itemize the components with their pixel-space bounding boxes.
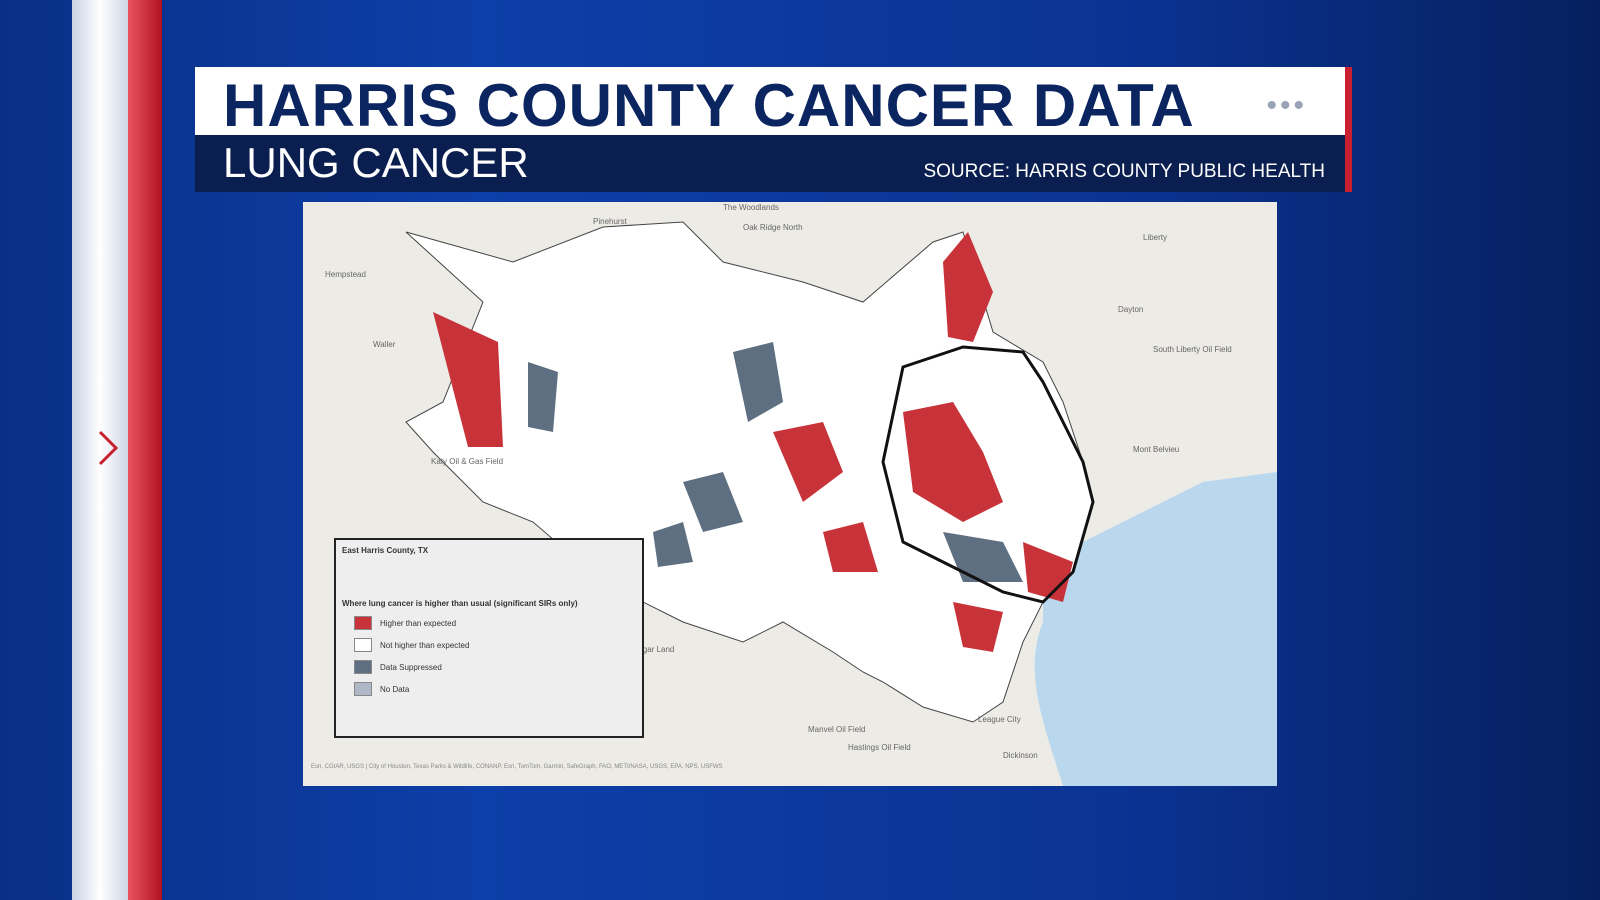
legend-swatch — [354, 660, 372, 674]
place-label: Oak Ridge North — [743, 223, 803, 232]
legend-item: Higher than expected — [354, 616, 642, 630]
subtitle: LUNG CANCER — [223, 139, 529, 186]
legend-swatch — [354, 682, 372, 696]
white-stripe — [72, 0, 128, 900]
legend-items: Higher than expected Not higher than expe… — [336, 616, 642, 696]
place-label: Waller — [373, 340, 396, 349]
chevron — [98, 430, 119, 466]
legend-item: Data Suppressed — [354, 660, 642, 674]
place-label: Dayton — [1118, 305, 1143, 314]
place-label: Liberty — [1143, 233, 1167, 242]
place-label: Hempstead — [325, 270, 366, 279]
attribution: Esri, CGIAR, USGS | City of Houston, Tex… — [311, 764, 723, 770]
legend: East Harris County, TX Where lung cancer… — [334, 538, 644, 738]
map: The Woodlands Oak Ridge North Pinehurst Hem… — [303, 202, 1277, 786]
subtitle-bar: LUNG CANCER SOURCE: HARRIS COUNTY PUBLIC… — [195, 135, 1347, 192]
place-label: South Liberty Oil Field — [1153, 345, 1232, 354]
place-label: The Woodlands — [723, 203, 779, 212]
legend-label: Higher than expected — [380, 618, 457, 628]
red-edge — [1345, 67, 1352, 192]
place-label: League City — [978, 715, 1021, 724]
place-label: Sugar Land — [633, 645, 674, 654]
place-label: Pinehurst — [593, 217, 628, 226]
place-label: Katy Oil & Gas Field — [431, 457, 503, 466]
title: HARRIS COUNTY CANCER DATA — [223, 72, 1195, 139]
place-label: Hastings Oil Field — [848, 743, 911, 752]
legend-label: Not higher than expected — [380, 640, 470, 650]
red-stripe — [128, 0, 162, 900]
source: SOURCE: HARRIS COUNTY PUBLIC HEALTH — [923, 161, 1325, 182]
place-label: Manvel Oil Field — [808, 725, 865, 734]
legend-heading: Where lung cancer is higher than usual (… — [342, 599, 578, 608]
place-label: Mont Belvieu — [1133, 445, 1179, 454]
legend-swatch — [354, 638, 372, 652]
legend-item: Not higher than expected — [354, 638, 642, 652]
title-bar: HARRIS COUNTY CANCER DATA ••• — [195, 67, 1347, 139]
legend-item: No Data — [354, 682, 642, 696]
place-label: Dickinson — [1003, 751, 1038, 760]
menu-dots: ••• — [1266, 89, 1307, 122]
legend-label: Data Suppressed — [380, 662, 442, 672]
legend-title: East Harris County, TX — [342, 546, 429, 555]
legend-swatch — [354, 616, 372, 630]
legend-label: No Data — [380, 684, 410, 694]
